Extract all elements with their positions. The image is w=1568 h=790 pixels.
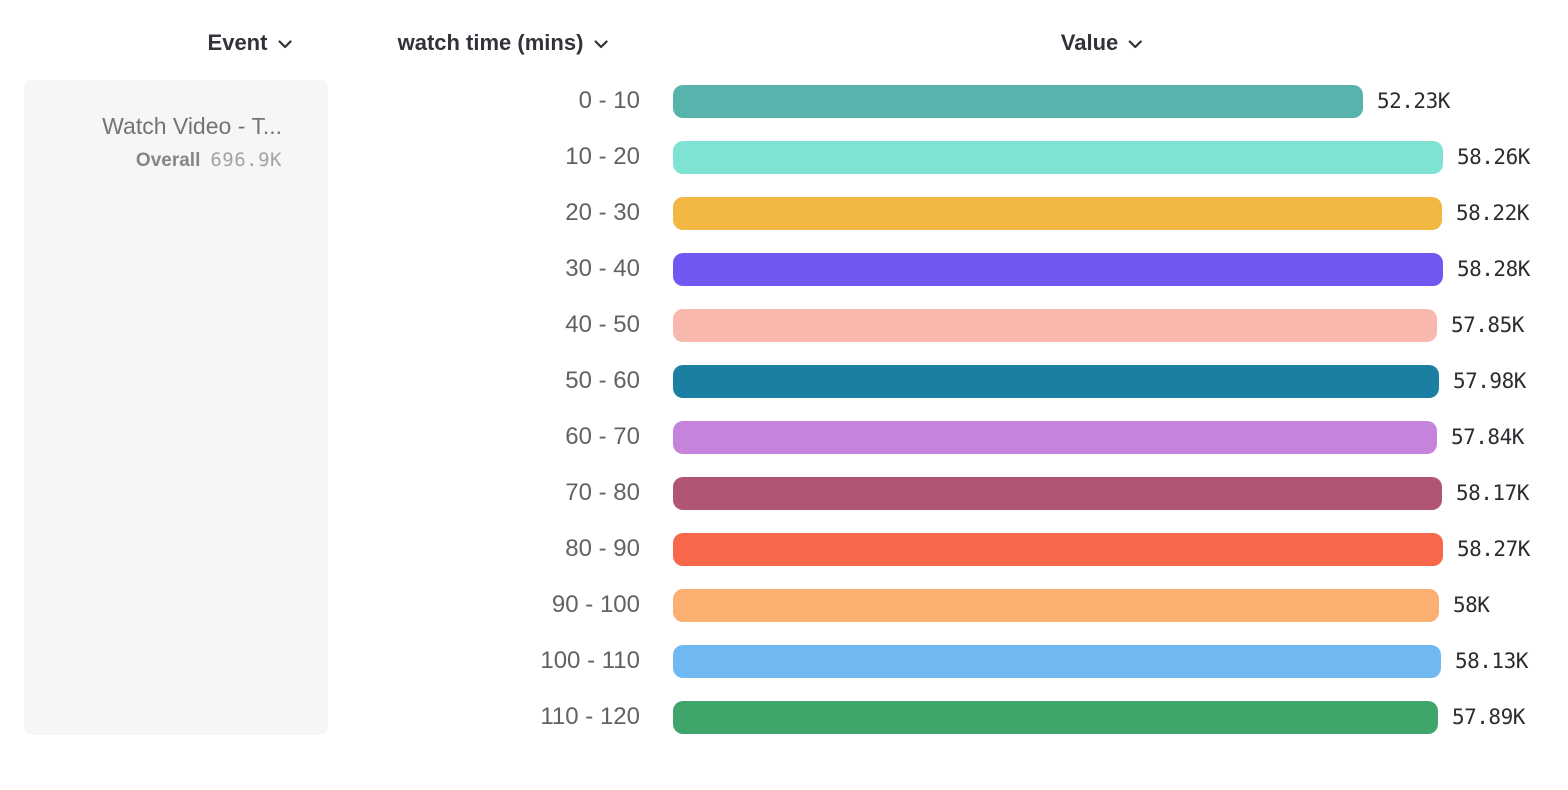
category-label: 0 - 10	[578, 87, 640, 114]
bar-segment[interactable]	[673, 532, 1443, 566]
bar-segment[interactable]	[673, 364, 1439, 398]
category-label: 50 - 60	[565, 367, 640, 394]
bar-row: 30 - 40 58.28K	[0, 241, 1568, 297]
category-label: 90 - 100	[551, 591, 640, 618]
event-column-dropdown[interactable]: Event	[208, 28, 293, 58]
breakdown-column-dropdown[interactable]: watch time (mins)	[398, 28, 609, 58]
value-label: 58.22K	[1456, 201, 1529, 225]
event-card-overall: Overall 696.9K	[24, 149, 282, 172]
overall-value: 696.9K	[210, 148, 282, 171]
chevron-down-icon	[593, 40, 608, 49]
bar-segment[interactable]	[673, 420, 1437, 454]
value-label: 57.98K	[1453, 369, 1526, 393]
bar-row: 20 - 30 58.22K	[0, 185, 1568, 241]
bar-row: 60 - 70 57.84K	[0, 409, 1568, 465]
category-label: 20 - 30	[565, 199, 640, 226]
chevron-down-icon	[1128, 40, 1143, 49]
category-label: 80 - 90	[565, 535, 640, 562]
bar-row: 110 - 120 57.89K	[0, 689, 1568, 745]
bar-row: 0 - 10 52.23K	[0, 73, 1568, 129]
bar-segment[interactable]	[673, 476, 1442, 510]
bar-segment[interactable]	[673, 700, 1438, 734]
value-label: 58.17K	[1456, 481, 1529, 505]
bar-row: 100 - 110 58.13K	[0, 633, 1568, 689]
breakdown-column-label: watch time (mins)	[397, 30, 584, 55]
category-label: 10 - 20	[565, 143, 640, 170]
category-label: 60 - 70	[565, 423, 640, 450]
value-column-label: Value	[1060, 30, 1119, 55]
value-column-dropdown[interactable]: Value	[1061, 28, 1143, 58]
value-label: 58K	[1453, 593, 1490, 617]
bar-segment[interactable]	[673, 140, 1443, 174]
bar-row: 40 - 50 57.85K	[0, 297, 1568, 353]
bar-row: 10 - 20 58.26K	[0, 129, 1568, 185]
category-label: 70 - 80	[565, 479, 640, 506]
event-card[interactable]: Watch Video - T... Overall 696.9K	[24, 80, 328, 735]
bar-row: 80 - 90 58.27K	[0, 521, 1568, 577]
bar-segment[interactable]	[673, 644, 1441, 678]
bar-segment[interactable]	[673, 252, 1443, 286]
category-label: 100 - 110	[540, 647, 640, 674]
bar-chart: 0 - 10 52.23K 10 - 20 58.26K 20 - 30 58.22K 30…	[0, 73, 1568, 745]
category-label: 40 - 50	[565, 311, 640, 338]
value-label: 58.28K	[1457, 257, 1530, 281]
bar-row: 90 - 100 58K	[0, 577, 1568, 633]
value-label: 58.13K	[1455, 649, 1528, 673]
event-card-title: Watch Video - T...	[102, 113, 282, 139]
value-label: 58.26K	[1457, 145, 1530, 169]
chevron-down-icon	[277, 40, 292, 49]
bar-segment[interactable]	[673, 308, 1437, 342]
bar-segment[interactable]	[673, 588, 1439, 622]
overall-label: Overall	[135, 149, 201, 171]
event-column-label: Event	[207, 30, 268, 55]
category-label: 110 - 120	[540, 703, 640, 730]
value-label: 57.85K	[1451, 313, 1524, 337]
value-label: 57.84K	[1451, 425, 1524, 449]
bar-row: 50 - 60 57.98K	[0, 353, 1568, 409]
bar-segment[interactable]	[673, 84, 1363, 118]
bar-segment[interactable]	[673, 196, 1442, 230]
category-label: 30 - 40	[565, 255, 640, 282]
value-label: 57.89K	[1452, 705, 1525, 729]
value-label: 58.27K	[1457, 537, 1530, 561]
value-label: 52.23K	[1377, 89, 1450, 113]
bar-row: 70 - 80 58.17K	[0, 465, 1568, 521]
